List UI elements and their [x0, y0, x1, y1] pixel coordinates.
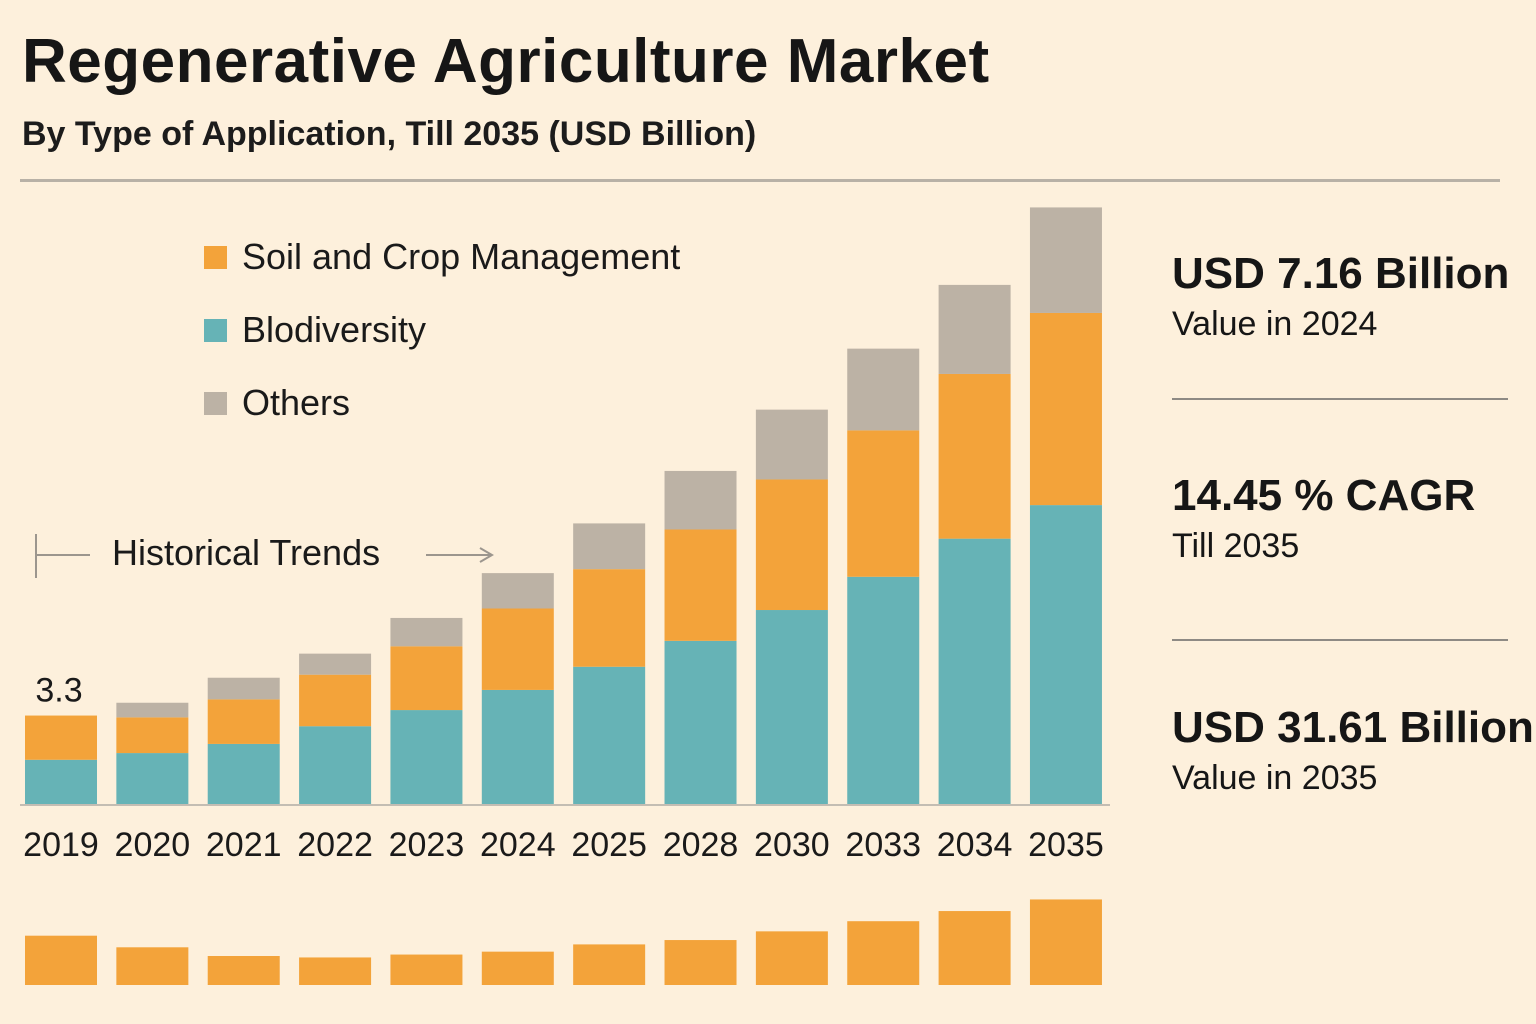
secondary-bar-2023 — [390, 954, 463, 985]
x-tick-label-2022: 2022 — [297, 826, 373, 864]
bar-soil-and-crop-management-2022 — [299, 674, 372, 727]
legend-item-biodiversity: Blodiversity — [204, 305, 764, 355]
secondary-bar-2021 — [207, 956, 280, 985]
bar-soil-and-crop-management-2035 — [1029, 312, 1102, 506]
bar-others-2023 — [390, 617, 463, 647]
secondary-bar-2030 — [755, 931, 828, 985]
bar-soil-and-crop-management-2025 — [573, 569, 646, 667]
legend-item-soil-crop: Soil and Crop Management — [204, 232, 764, 282]
secondary-bar-2028 — [664, 940, 737, 985]
title-divider — [20, 179, 1500, 182]
x-tick-label-2028: 2028 — [663, 826, 739, 864]
bar-others-2030 — [755, 409, 828, 480]
x-tick-label-2025: 2025 — [571, 826, 647, 864]
bar-others-2035 — [1029, 207, 1102, 313]
bar-soil-and-crop-management-2020 — [116, 717, 189, 754]
historical-trends-label: Historical Trends — [112, 532, 381, 573]
stacked-bar-chart: 2019 2020 2021 2022 2023 2024 2025 2028 2030 2033… — [20, 207, 1110, 985]
bar-blodiversity-2024 — [481, 689, 554, 804]
secondary-bar-2025 — [573, 944, 646, 985]
bar-blodiversity-2034 — [938, 538, 1011, 804]
legend-swatch-soil-crop — [204, 245, 227, 269]
stat-value-2024-amount: USD 7.16 Billion — [1172, 249, 1510, 298]
legend-label-soil-crop: Soil and Crop Management — [242, 236, 681, 277]
x-tick-label-2034: 2034 — [937, 826, 1013, 864]
bar-blodiversity-2033 — [847, 576, 920, 804]
bar-soil-and-crop-management-2028 — [664, 529, 737, 641]
stat-value-2035: USD 31.61 Billion Value in 2035 — [1172, 700, 1536, 800]
bar-soil-and-crop-management-2019 — [25, 715, 97, 760]
bar-soil-and-crop-management-2024 — [481, 608, 554, 690]
data-label-2019: 3.3 — [35, 672, 82, 710]
legend-item-others: Others — [204, 378, 764, 428]
bar-blodiversity-2025 — [573, 666, 646, 804]
secondary-bar-2020 — [116, 947, 189, 985]
bar-others-2024 — [481, 573, 554, 609]
x-tick-label-2023: 2023 — [389, 826, 465, 864]
bar-others-2033 — [847, 348, 920, 431]
x-tick-label-2035: 2035 — [1028, 826, 1104, 864]
stat-value-2035-label: Value in 2035 — [1172, 759, 1378, 797]
stat-value-2024: USD 7.16 Billion Value in 2024 — [1172, 246, 1536, 346]
stat-value-2035-amount: USD 31.61 Billion — [1172, 703, 1534, 752]
bar-blodiversity-2021 — [207, 743, 280, 804]
bar-soil-and-crop-management-2034 — [938, 373, 1011, 539]
legend-label-others: Others — [242, 382, 351, 423]
historical-trends-bracket — [35, 534, 494, 578]
stat-cagr-label: Till 2035 — [1172, 527, 1300, 565]
bar-blodiversity-2023 — [390, 710, 463, 804]
bar-blodiversity-2022 — [299, 726, 372, 804]
bar-soil-and-crop-management-2033 — [847, 430, 920, 577]
legend-swatch-others — [204, 391, 227, 415]
bar-others-2021 — [207, 677, 280, 700]
bar-soil-and-crop-management-2030 — [755, 479, 828, 611]
secondary-bar-2035 — [1029, 899, 1102, 985]
stat-divider-2 — [1172, 639, 1508, 641]
bar-others-2028 — [664, 470, 737, 530]
x-tick-label-2033: 2033 — [845, 826, 921, 864]
bar-soil-and-crop-management-2023 — [390, 646, 463, 711]
secondary-bar-2033 — [847, 921, 920, 985]
bar-others-2020 — [116, 702, 189, 718]
bar-blodiversity-2028 — [664, 640, 737, 804]
x-tick-label-2030: 2030 — [754, 826, 830, 864]
bar-others-2022 — [299, 653, 372, 675]
stat-cagr-amount: 14.45 % CAGR — [1172, 471, 1476, 520]
x-tick-label-2021: 2021 — [206, 826, 282, 864]
stat-cagr: 14.45 % CAGR Till 2035 — [1172, 468, 1536, 568]
bar-blodiversity-2020 — [116, 753, 189, 804]
x-tick-label-2024: 2024 — [480, 826, 556, 864]
page-subtitle: By Type of Application, Till 2035 (USD B… — [22, 115, 757, 153]
x-tick-label-2019: 2019 — [23, 826, 99, 864]
bar-blodiversity-2019 — [25, 759, 97, 804]
bar-blodiversity-2035 — [1029, 505, 1102, 804]
legend-swatch-biodiversity — [204, 318, 227, 342]
secondary-bar-2022 — [299, 957, 372, 985]
x-tick-label-2020: 2020 — [115, 826, 191, 864]
bar-blodiversity-2030 — [755, 610, 828, 804]
bar-others-2034 — [938, 284, 1011, 374]
stat-divider-1 — [1172, 398, 1508, 400]
secondary-bar-2034 — [938, 911, 1011, 985]
historical-trends-annotation: Historical Trends — [34, 528, 504, 582]
legend-label-biodiversity: Blodiversity — [242, 309, 427, 350]
page-title: Regenerative Agriculture Market — [22, 27, 990, 96]
bar-soil-and-crop-management-2021 — [207, 699, 280, 744]
bar-others-2025 — [573, 523, 646, 570]
stat-value-2024-label: Value in 2024 — [1172, 305, 1378, 343]
secondary-bar-2024 — [481, 951, 554, 985]
secondary-bar-2019 — [25, 935, 97, 985]
